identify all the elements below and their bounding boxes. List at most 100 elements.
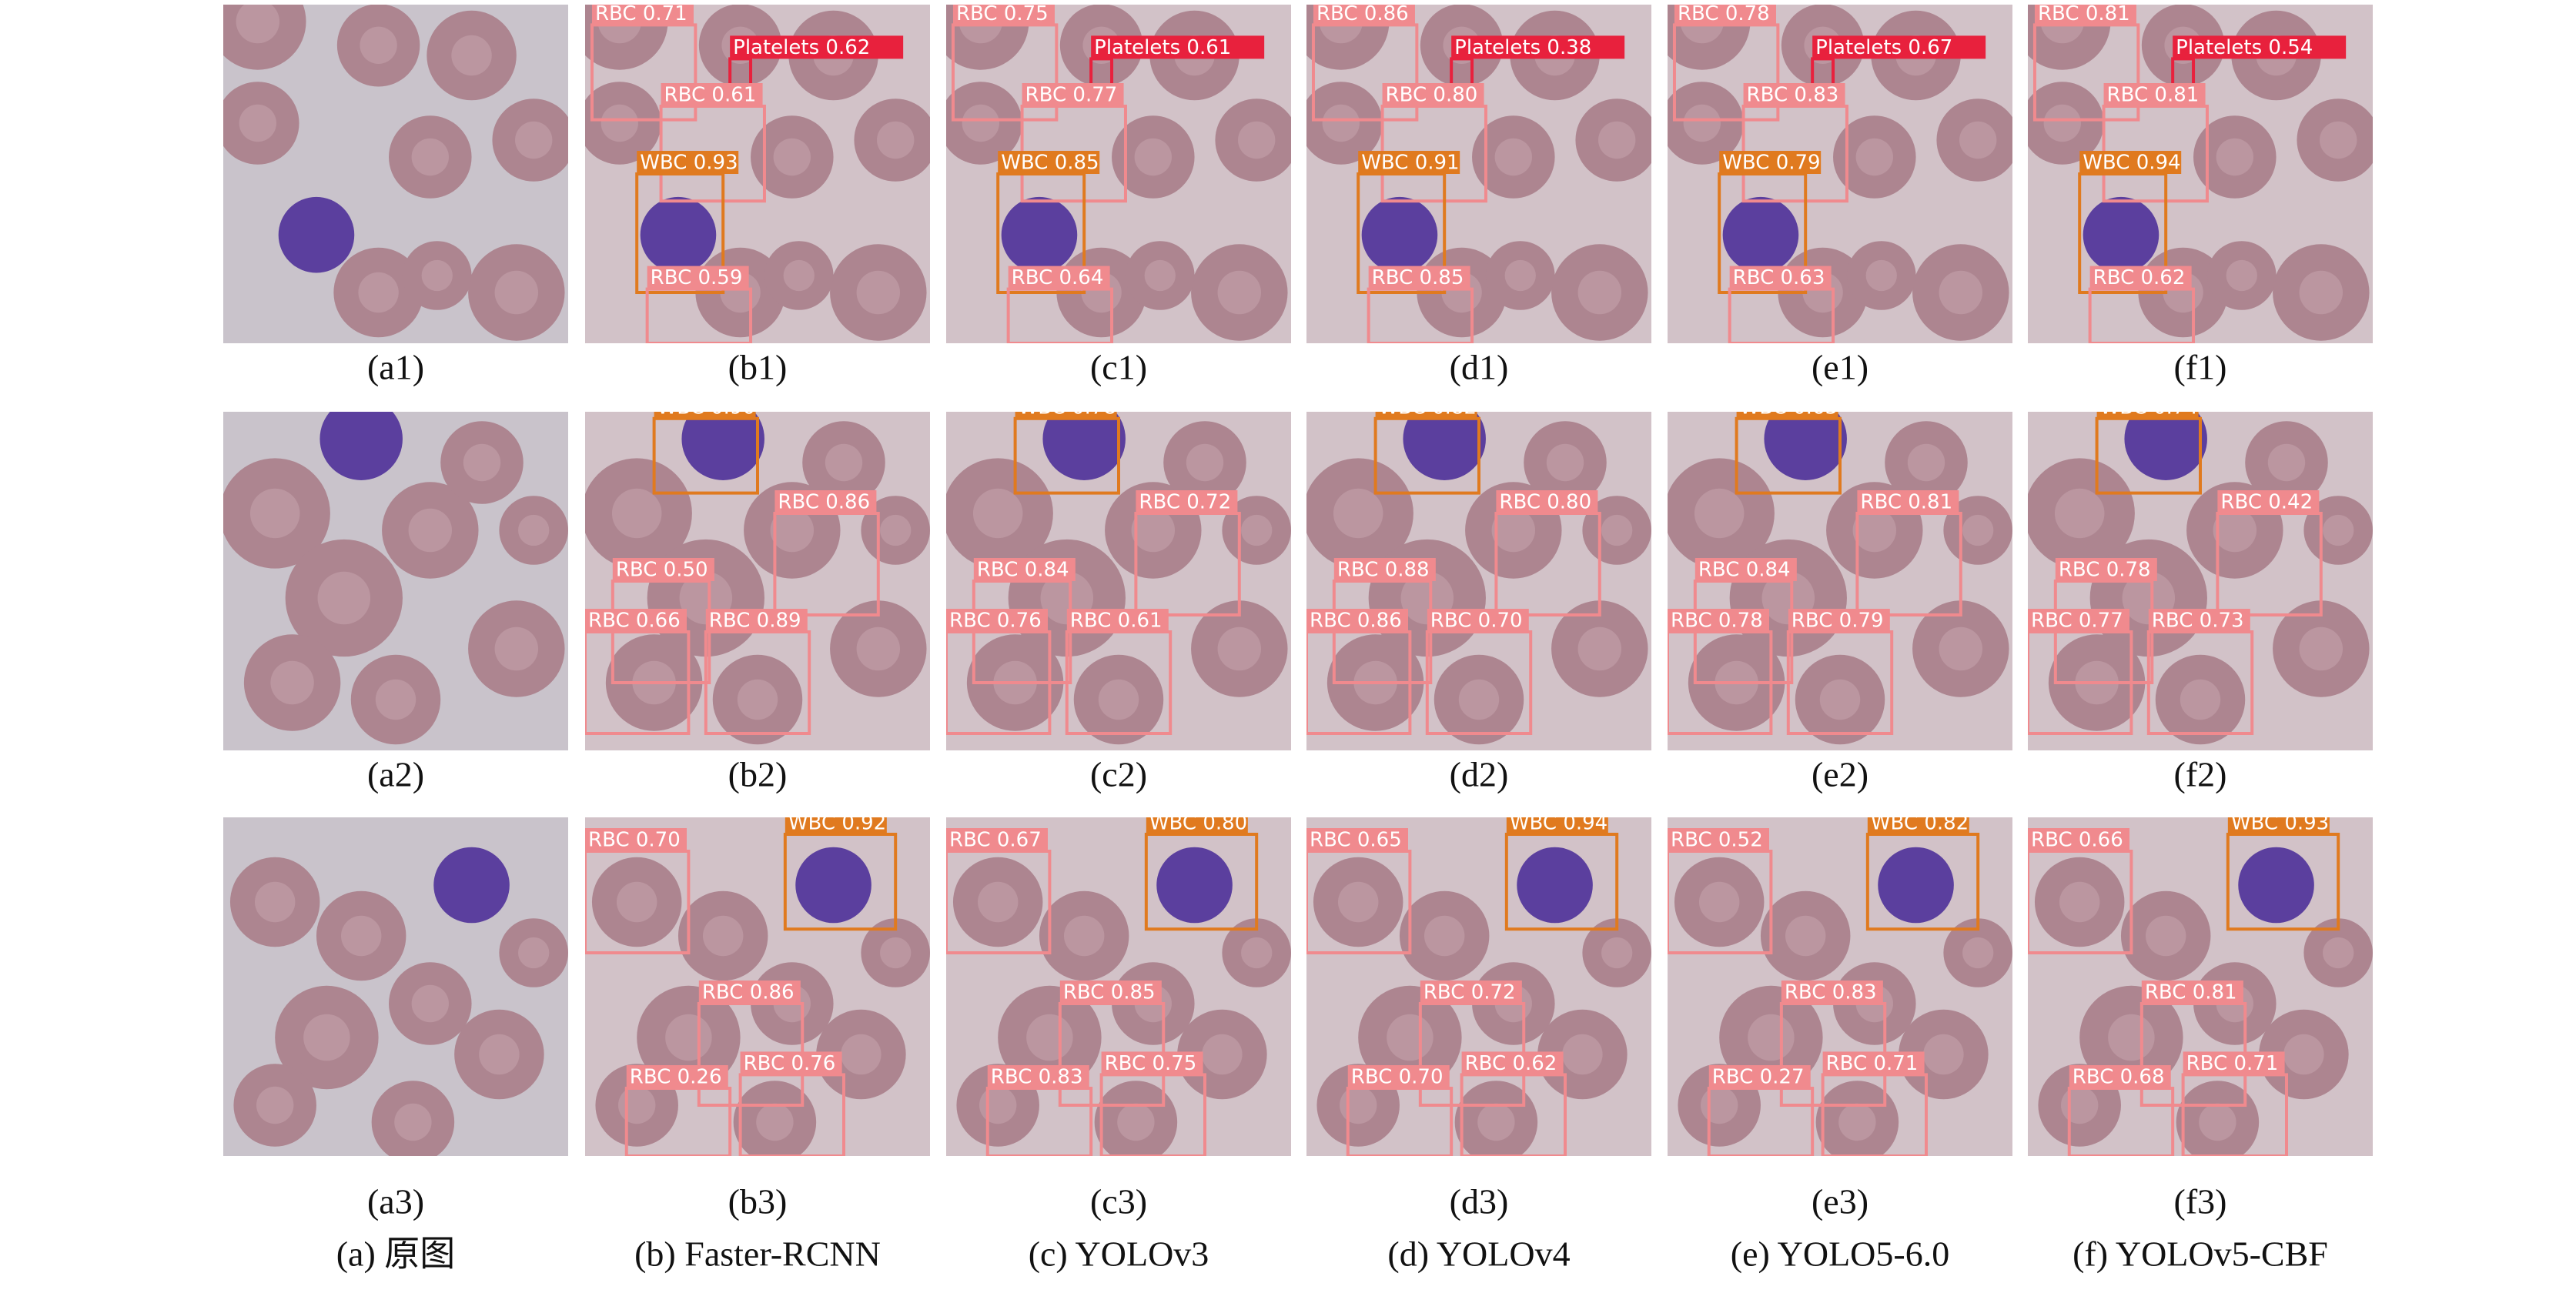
cell-center xyxy=(375,679,417,720)
cell-center xyxy=(1683,104,1721,142)
cell-center xyxy=(1962,514,1994,546)
white-blood-cell xyxy=(1722,196,1799,273)
column-caption: (e) YOLO5-6.0 xyxy=(1731,1235,1949,1274)
detection-label: RBC 0.59 xyxy=(651,266,743,289)
detection-label: RBC 0.77 xyxy=(1025,84,1118,107)
detection-label-bg xyxy=(1101,1051,1203,1075)
detection-label-bg xyxy=(1091,35,1265,59)
detection-label-bg xyxy=(1812,35,1986,59)
cell-center xyxy=(1117,1103,1155,1141)
detection-label-bg xyxy=(2103,83,2206,106)
detection-label: WBC 0.82 xyxy=(1871,812,1969,835)
cell-center xyxy=(977,881,1019,923)
detection-label-bg xyxy=(1496,490,1598,513)
detection-label: RBC 0.86 xyxy=(1310,610,1402,633)
detection-label-bg xyxy=(626,1065,728,1088)
detection-label-bg xyxy=(2141,981,2243,1004)
detection-label-bg xyxy=(1719,151,1822,174)
panel-image: WBC 0.93 RBC 0.66 RBC 0.81 RBC 0.71 RBC 0.68 xyxy=(2028,817,2373,1156)
panel-image: WBC 0.94 RBC 0.65 RBC 0.72 RBC 0.62 RBC 0.70 xyxy=(1306,817,1651,1156)
detection-label-bg xyxy=(1729,266,1832,289)
cell-center xyxy=(1238,121,1276,159)
column-caption: (d) YOLOv4 xyxy=(1387,1235,1570,1274)
cell-center xyxy=(1477,1103,1515,1141)
panel-label: (b2) xyxy=(728,755,788,794)
detection-label: RBC 0.72 xyxy=(1139,491,1231,514)
detection-label-bg xyxy=(1694,558,1797,581)
detection-label-bg xyxy=(1015,412,1117,419)
cell-center xyxy=(1939,626,1983,671)
cell-center xyxy=(2320,121,2357,159)
cell-center xyxy=(515,121,553,159)
detection-label-bg xyxy=(946,609,1048,632)
cell-center xyxy=(1907,443,1945,482)
detection-label-bg xyxy=(946,828,1048,851)
detection-label: RBC 0.88 xyxy=(1337,559,1430,582)
cell-center xyxy=(1694,488,1745,539)
detection-label-bg xyxy=(774,490,877,513)
detection-label-bg xyxy=(1306,828,1408,851)
cell-center xyxy=(1491,508,1536,553)
detection-label: RBC 0.42 xyxy=(2220,491,2313,514)
detection-label: RBC 0.79 xyxy=(1791,610,1884,633)
detection-label: WBC 0.92 xyxy=(788,812,886,835)
detection-label: RBC 0.66 xyxy=(588,610,681,633)
cell-center xyxy=(1546,443,1584,482)
panel-label: (c2) xyxy=(1090,755,1147,794)
cell-center xyxy=(2059,881,2100,923)
detection-label: RBC 0.76 xyxy=(949,610,1042,633)
cell-center xyxy=(451,35,492,76)
panel-label: (d2) xyxy=(1450,755,1509,794)
cell-center xyxy=(1333,488,1383,539)
cell-center xyxy=(756,1103,794,1141)
panel-label: (f2) xyxy=(2174,755,2227,794)
cell-center xyxy=(254,881,296,923)
cell-center xyxy=(2180,679,2221,720)
white-blood-cell xyxy=(1001,196,1078,273)
detection-label-bg xyxy=(1375,412,1477,419)
detection-label-bg xyxy=(612,558,714,581)
cell-center xyxy=(1923,1034,1964,1075)
detection-label: RBC 0.81 xyxy=(2038,2,2130,25)
detection-label-bg xyxy=(1461,1051,1564,1075)
detection-label: RBC 0.71 xyxy=(595,2,687,25)
panel-image: RBC 0.71 Platelets 0.62 RBC 0.61 WBC 0.93 RB… xyxy=(585,2,930,343)
detection-label-bg xyxy=(1347,1065,1450,1088)
detection-label-bg xyxy=(1674,5,1776,25)
panel-image: RBC 0.81 Platelets 0.54 RBC 0.81 WBC 0.94 RB… xyxy=(2028,2,2373,343)
cell-center xyxy=(2323,937,2354,969)
detection-label: RBC 0.67 xyxy=(949,829,1042,852)
cell-center xyxy=(494,270,539,315)
cell-center xyxy=(2108,1014,2155,1061)
detection-label-bg xyxy=(698,981,801,1004)
detection-label-bg xyxy=(1708,1065,1811,1088)
detection-label-bg xyxy=(1451,35,1625,59)
cell-center xyxy=(236,5,280,44)
cell-center xyxy=(1202,1034,1243,1075)
cell-center xyxy=(479,1034,520,1075)
detection-label: RBC 0.52 xyxy=(1671,829,1763,852)
white-blood-cell xyxy=(2124,412,2207,480)
detection-label: RBC 0.86 xyxy=(1316,2,1409,25)
panel-label: (a1) xyxy=(367,348,424,387)
cell-center xyxy=(880,514,912,546)
cell-center xyxy=(463,443,501,482)
detection-label-bg xyxy=(998,151,1100,174)
cell-center xyxy=(358,272,399,313)
detection-label: RBC 0.80 xyxy=(1499,491,1591,514)
detection-label-bg xyxy=(1867,817,1969,834)
detection-label: RBC 0.66 xyxy=(2031,829,2123,852)
detection-label: RBC 0.75 xyxy=(956,2,1049,25)
detection-label-bg xyxy=(705,609,808,632)
detection-label-bg xyxy=(1306,609,1408,632)
detection-label: RBC 0.62 xyxy=(2093,266,2186,289)
panel-image: WBC 0.74 RBC 0.42 RBC 0.78 RBC 0.77 RBC 0.73 xyxy=(2028,412,2373,750)
detection-label: Platelets 0.61 xyxy=(1094,36,1231,59)
cell-center xyxy=(841,1034,882,1075)
detection-label-bg xyxy=(1857,490,1959,513)
cell-center xyxy=(1337,881,1379,923)
cell-center xyxy=(880,937,912,969)
cell-center xyxy=(270,660,314,705)
detection-label: RBC 0.86 xyxy=(702,981,795,1004)
detection-label-bg xyxy=(1059,981,1162,1004)
